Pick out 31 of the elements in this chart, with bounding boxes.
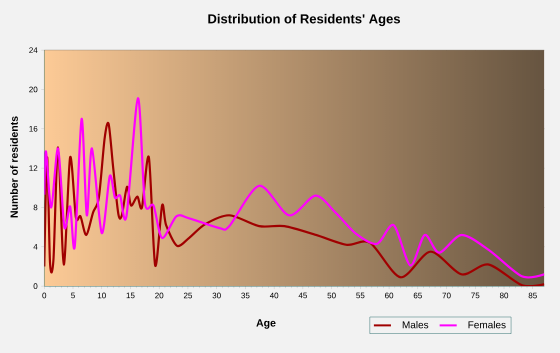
x-tick-label: 20 [155,292,164,298]
line-series [44,97,544,278]
x-tick-label: 25 [184,292,192,298]
x-tick-label: 45 [298,292,307,298]
legend-label: Males [402,321,428,328]
x-tick-label: 40 [270,292,278,298]
x-tick-label: 65 [414,292,422,298]
y-tick-label: 12 [29,165,38,171]
x-tick-label: 55 [356,292,364,298]
x-tick-label: 50 [327,292,336,298]
x-axis-title: Age [256,319,276,329]
y-tick-label: 8 [34,204,38,210]
y-tick-label: 4 [33,244,38,250]
x-tick-label: 0 [42,292,46,298]
y-tick-label: 16 [29,126,38,132]
y-tick-label: 0 [34,283,38,289]
chart-title: Distribution of Residents' Ages [208,14,400,26]
x-tick-label: 60 [385,292,394,298]
x-tick-label: 15 [126,292,135,298]
y-tick-label: 20 [29,86,38,92]
x-tick-label: 70 [442,292,451,298]
x-tick-label: 10 [98,292,106,298]
x-tick-label: 80 [500,292,508,298]
x-tick-label: 85 [528,292,537,298]
x-tick-label: 75 [471,292,480,298]
y-axis-title: Number of residents [10,116,18,218]
x-tick-label: 35 [241,292,250,298]
legend-label: Females [468,321,506,328]
x-tick-label: 30 [212,292,221,298]
y-tick-label: 24 [29,47,38,53]
x-tick-label: 5 [71,292,75,298]
